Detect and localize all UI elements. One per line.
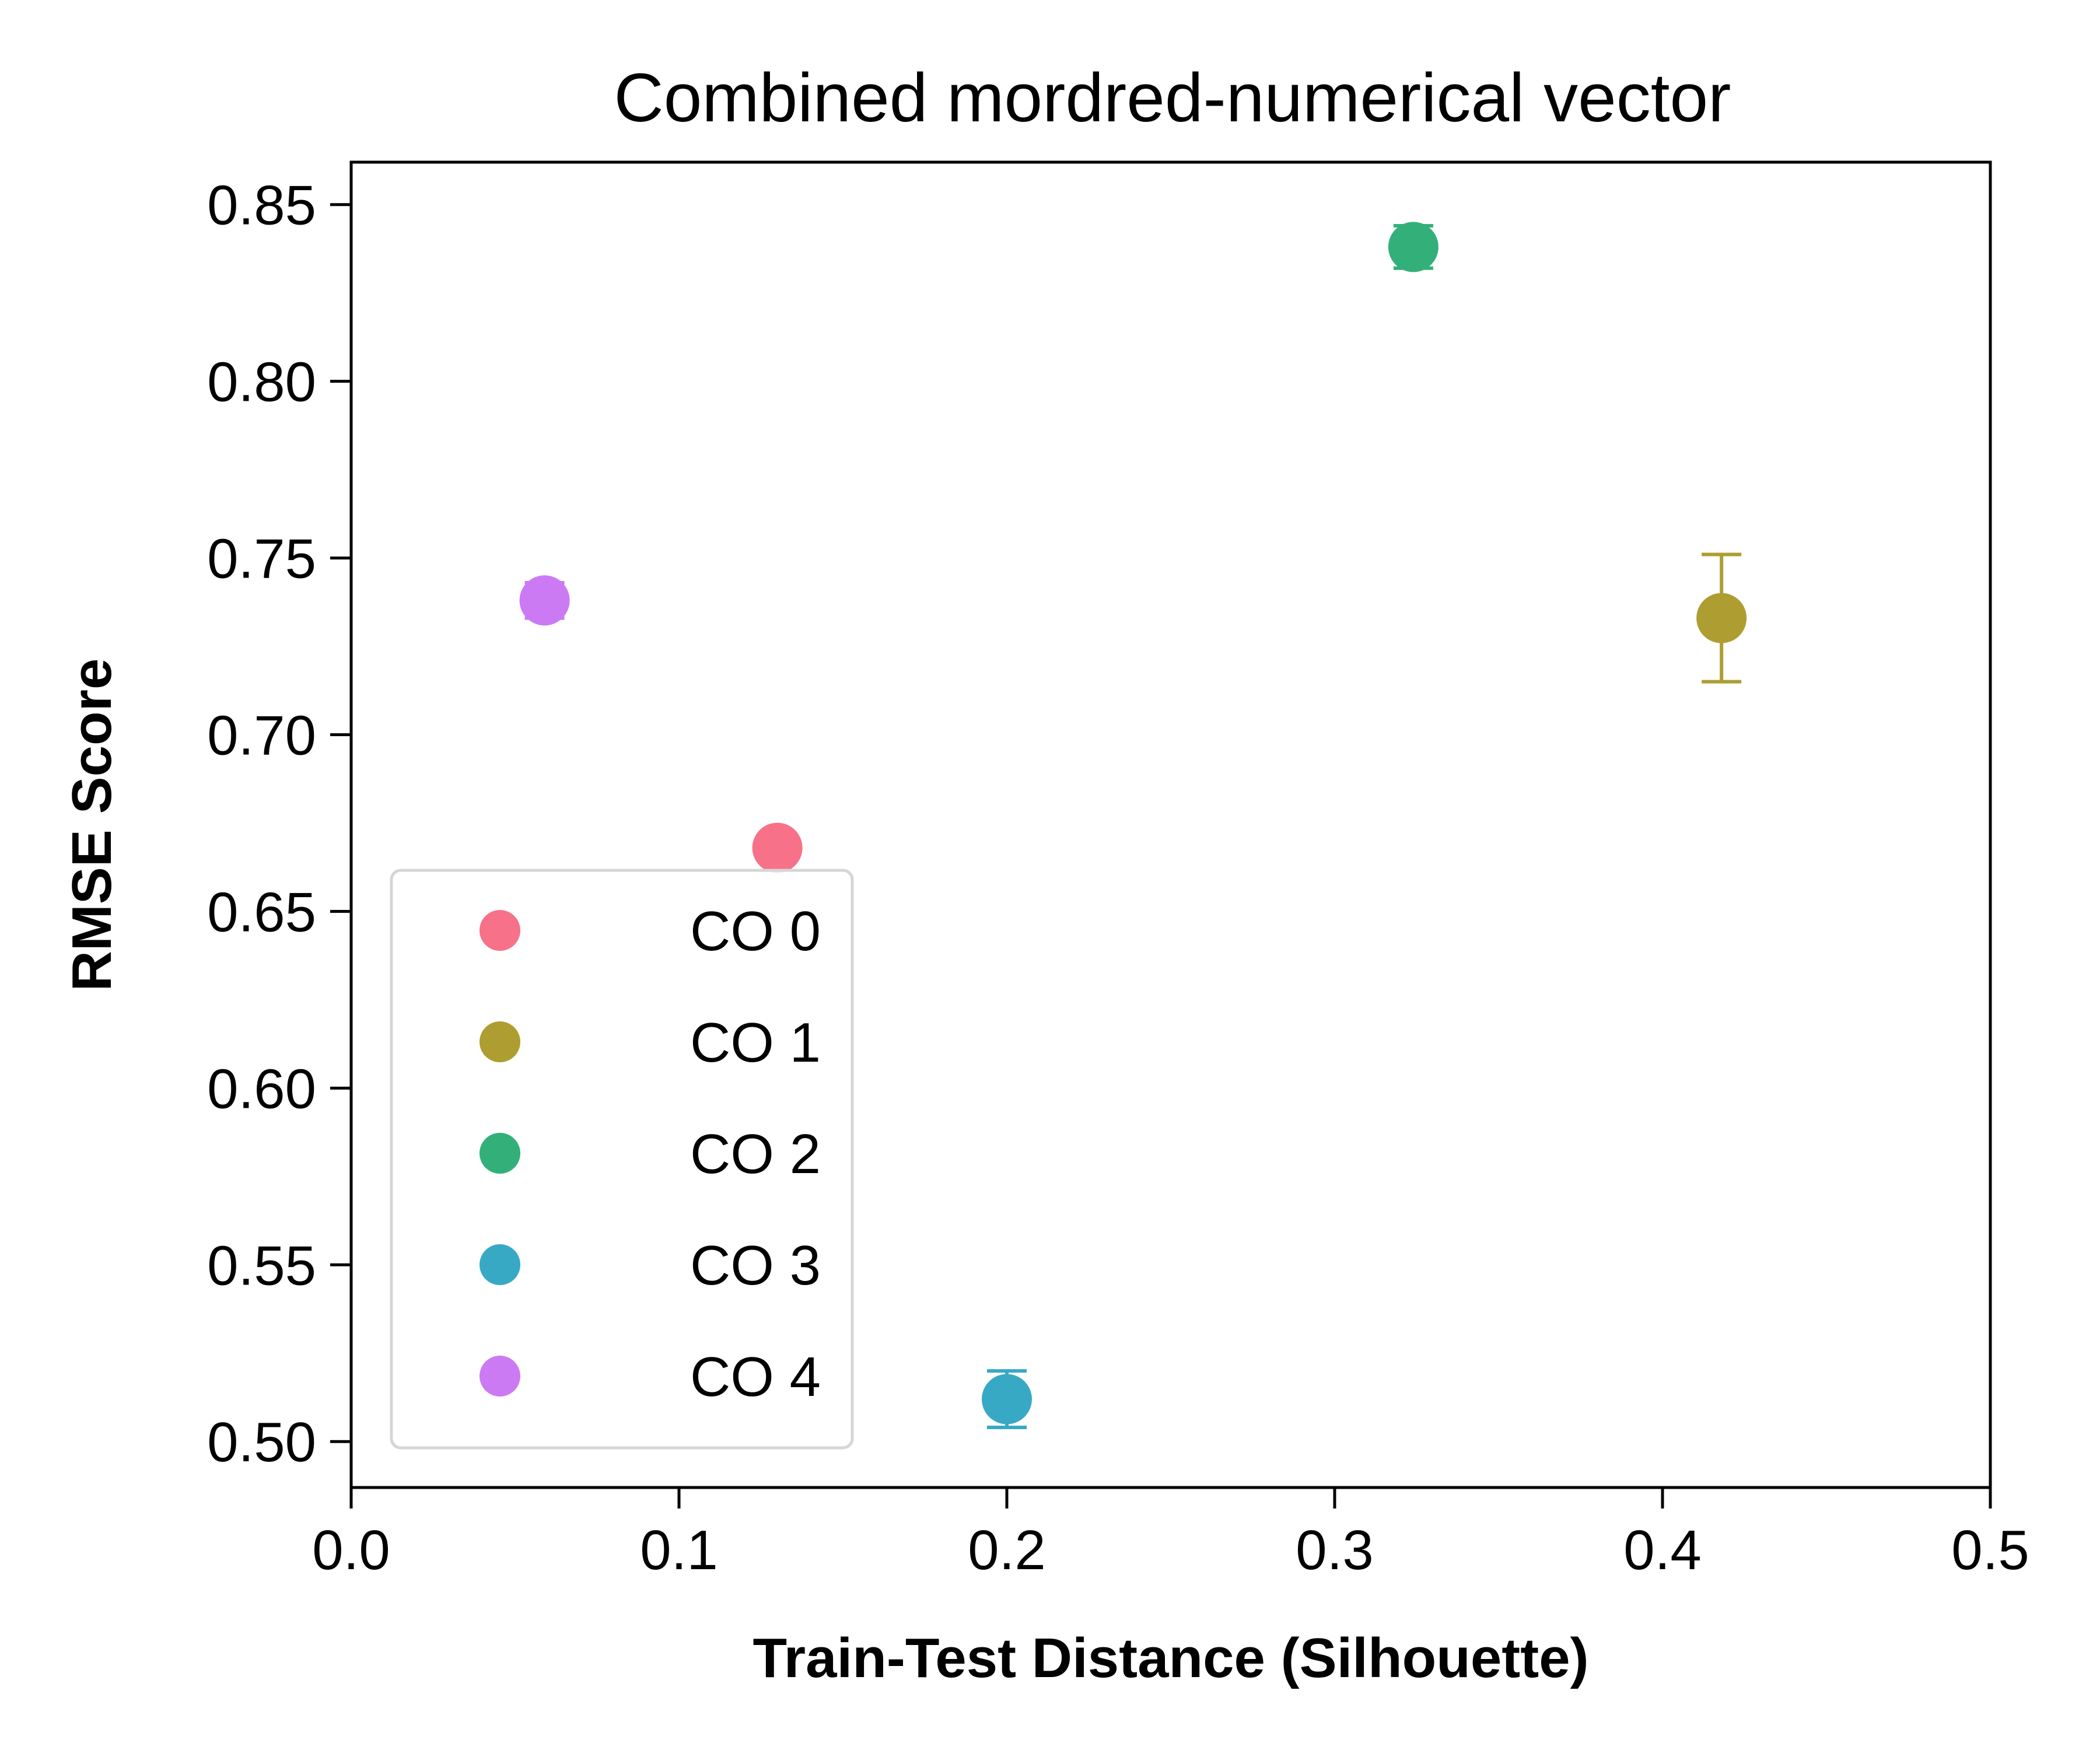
data-point [1696, 593, 1747, 643]
y-tick-label: 0.55 [207, 1234, 316, 1297]
x-tick-label: 0.4 [1623, 1519, 1701, 1581]
y-tick-label: 0.80 [207, 351, 316, 414]
legend-label: CO 1 [690, 1012, 821, 1074]
y-axis-label: RMSE Score [61, 659, 123, 992]
plot-frame [349, 160, 1992, 1489]
y-tick-label: 0.60 [207, 1058, 316, 1120]
legend-label: CO 2 [690, 1123, 821, 1185]
data-point [519, 575, 570, 626]
y-tick-label: 0.70 [207, 705, 316, 767]
legend-label: CO 4 [690, 1346, 821, 1408]
legend-marker [480, 910, 520, 951]
x-tick-label: 0.0 [312, 1519, 390, 1581]
chart-title: Combined mordred-numerical vector [614, 60, 1731, 136]
x-tick-label: 0.1 [640, 1519, 718, 1581]
x-tick-label: 0.3 [1296, 1519, 1373, 1581]
legend-label: CO 3 [690, 1234, 821, 1297]
legend-label: CO 0 [690, 900, 821, 963]
legend-box [390, 869, 854, 1450]
y-tick-label: 0.85 [207, 174, 316, 237]
legend-marker [480, 1356, 520, 1396]
y-tick-label: 0.50 [207, 1411, 316, 1474]
data-layer [519, 222, 1747, 1430]
x-tick-label: 0.2 [968, 1519, 1045, 1581]
y-tick-label: 0.75 [207, 528, 316, 590]
legend-marker [480, 1244, 520, 1285]
legend-marker [480, 1133, 520, 1174]
y-tick-label: 0.65 [207, 881, 316, 943]
tick-layer: 0.0 0.1 0.2 0.3 0.4 0.5 0.50 0.55 0.60 0.65 0.70 0.… [207, 174, 2029, 1581]
legend: CO 0 CO 1 CO 2 CO 3 CO 4 [390, 869, 854, 1450]
data-point [982, 1374, 1032, 1424]
x-axis-label: Train-Test Distance (Silhouette) [752, 1627, 1588, 1689]
data-point [752, 822, 803, 873]
data-point [1388, 222, 1438, 272]
legend-marker [480, 1021, 520, 1062]
x-tick-label: 0.5 [1951, 1519, 2029, 1581]
